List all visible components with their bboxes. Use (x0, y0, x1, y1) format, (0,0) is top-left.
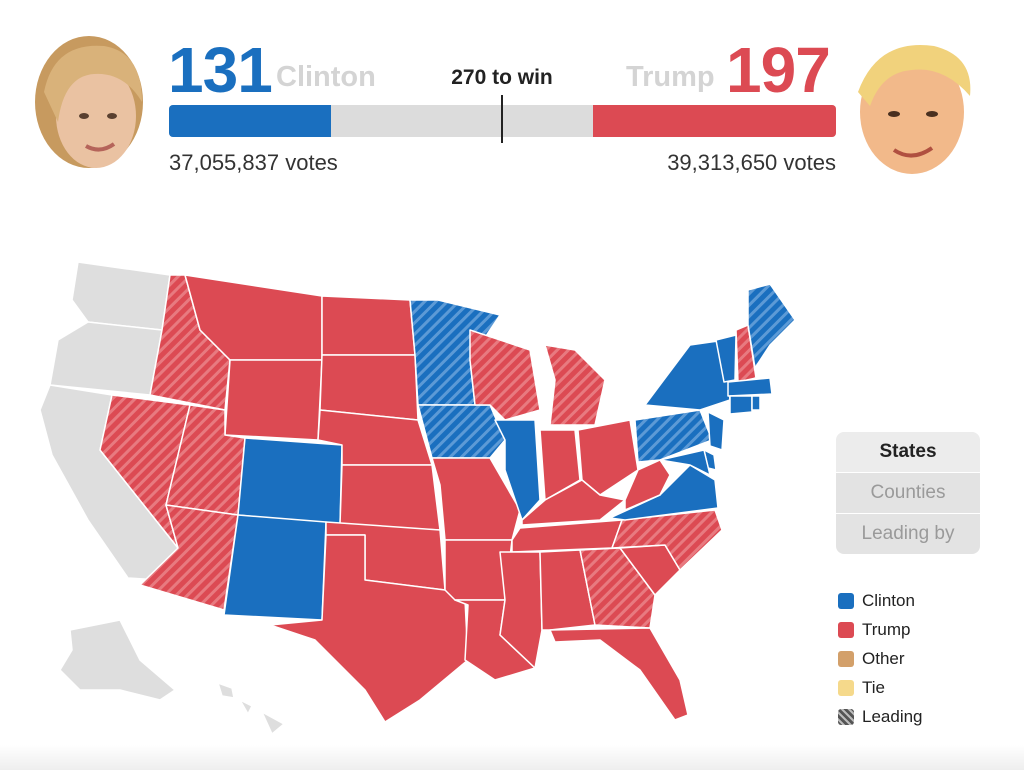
clinton-bar-fill (169, 105, 331, 137)
state-pennsylvania[interactable] (634, 409, 713, 463)
state-kansas[interactable] (339, 464, 441, 531)
legend-other: Other (838, 648, 905, 670)
legend-trump: Trump (838, 619, 911, 641)
state-maine[interactable] (747, 283, 796, 369)
state-vermont[interactable] (715, 334, 737, 383)
trump-name: Trump (626, 61, 715, 93)
state-colorado[interactable] (237, 437, 343, 526)
state-connecticut[interactable] (729, 395, 753, 415)
state-maryland[interactable] (659, 449, 711, 476)
state-new-hampshire[interactable] (735, 324, 757, 383)
bottom-fade (0, 745, 1024, 770)
toggle-counties[interactable]: Counties (836, 473, 980, 513)
state-wisconsin[interactable] (469, 329, 541, 421)
state-alabama[interactable] (539, 549, 596, 631)
state-new-jersey[interactable] (707, 411, 725, 451)
trump-swatch (838, 622, 854, 638)
clinton-electoral-votes: 131 (168, 34, 273, 106)
state-ohio[interactable] (577, 419, 639, 496)
state-michigan[interactable] (544, 344, 606, 426)
state-new-mexico[interactable] (223, 514, 327, 621)
other-swatch (838, 651, 854, 667)
legend-leading: Leading (838, 706, 923, 728)
clinton-portrait (24, 32, 154, 182)
toggle-states[interactable]: States (836, 432, 980, 472)
state-florida[interactable] (549, 627, 689, 721)
trump-popular-votes: 39,313,650 votes (667, 150, 836, 175)
state-indiana[interactable] (539, 429, 581, 501)
clinton-name: Clinton (276, 61, 376, 93)
to-win-label: 270 to win (451, 66, 553, 89)
state-hawaii[interactable] (217, 682, 285, 735)
state-kentucky[interactable] (521, 479, 626, 526)
us-election-map (39, 261, 796, 735)
state-washington[interactable] (71, 261, 171, 331)
state-rhode-island[interactable] (751, 395, 761, 411)
legend-label: Leading (862, 707, 923, 726)
state-north-dakota[interactable] (321, 295, 416, 356)
toggle-leading-by[interactable]: Leading by (836, 514, 980, 554)
state-iowa[interactable] (417, 404, 506, 459)
legend-tie: Tie (838, 677, 885, 699)
legend-label: Trump (862, 620, 911, 639)
legend-label: Tie (862, 678, 885, 697)
state-arizona[interactable] (139, 504, 239, 611)
clinton-swatch (838, 593, 854, 609)
legend-label: Clinton (862, 591, 915, 610)
state-texas[interactable] (269, 534, 469, 723)
legend-clinton: Clinton (838, 590, 915, 612)
clinton-popular-votes: 37,055,837 votes (169, 150, 338, 175)
trump-electoral-votes: 197 (726, 34, 831, 106)
270-marker (501, 95, 503, 143)
state-alaska[interactable] (59, 619, 176, 701)
state-wyoming[interactable] (224, 359, 323, 441)
state-west-virginia[interactable] (624, 459, 671, 511)
tie-swatch (838, 680, 854, 696)
trump-bar-fill (592, 105, 836, 137)
state-oregon[interactable] (49, 321, 163, 396)
state-massachusetts[interactable] (727, 377, 773, 397)
trump-portrait (848, 30, 978, 180)
state-south-dakota[interactable] (319, 354, 419, 421)
leading-hatch-swatch (838, 709, 854, 725)
legend-label: Other (862, 649, 905, 668)
